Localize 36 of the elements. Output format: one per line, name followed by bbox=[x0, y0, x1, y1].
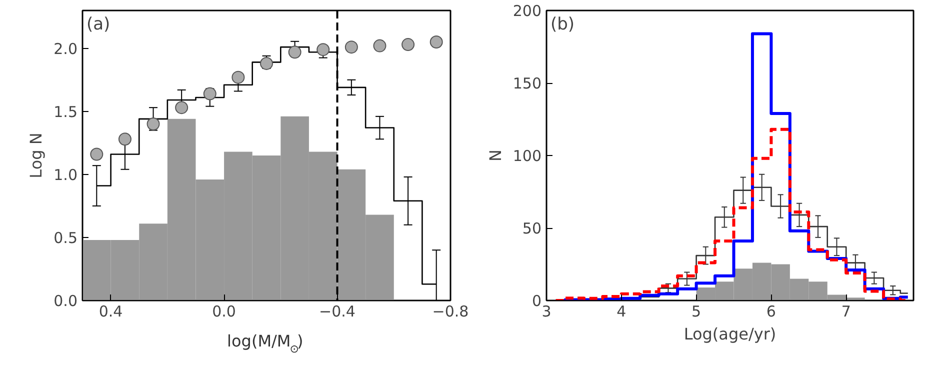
y-tick-label: 0.5 bbox=[54, 228, 78, 247]
point bbox=[203, 87, 216, 100]
x-tick-label: 7 bbox=[841, 302, 851, 320]
x-tick-label: 3 bbox=[542, 302, 552, 320]
point bbox=[146, 117, 160, 130]
point bbox=[232, 70, 245, 84]
x-tick-label: 5 bbox=[692, 302, 702, 320]
x-tick-label: 0.4 bbox=[98, 302, 123, 320]
y-tick-label: 1.5 bbox=[54, 102, 78, 121]
x-axis-title: Log(age/yr) bbox=[684, 324, 776, 344]
point bbox=[175, 101, 188, 114]
point bbox=[316, 43, 330, 56]
point bbox=[402, 38, 415, 52]
y-tick-label: 50 bbox=[522, 220, 542, 238]
x-axis-title: log(M/M⊙) bbox=[227, 332, 304, 356]
x-tick-label: −0.4 bbox=[319, 302, 356, 320]
point bbox=[90, 148, 104, 161]
y-tick-label: 200 bbox=[512, 2, 542, 20]
x-tick-label: 6 bbox=[766, 302, 776, 320]
annotation: (b) bbox=[550, 14, 575, 34]
y-axis-title: N bbox=[486, 150, 505, 162]
point bbox=[344, 40, 358, 54]
annotation: (a) bbox=[86, 14, 110, 34]
point bbox=[430, 36, 443, 49]
point bbox=[288, 46, 302, 59]
x-tick-label: −0.8 bbox=[432, 302, 469, 320]
y-axis-title: Log N bbox=[26, 132, 46, 178]
y-tick-label: 100 bbox=[512, 147, 542, 165]
y-tick-label: 0 bbox=[532, 292, 542, 310]
x-tick-label: 4 bbox=[616, 302, 626, 320]
y-tick-label: 2.0 bbox=[54, 40, 78, 58]
point bbox=[373, 39, 386, 52]
y-tick-label: 1.0 bbox=[54, 166, 78, 184]
y-tick-label: 150 bbox=[512, 74, 542, 92]
x-tick-label: 0.0 bbox=[212, 302, 236, 320]
point bbox=[118, 132, 132, 146]
